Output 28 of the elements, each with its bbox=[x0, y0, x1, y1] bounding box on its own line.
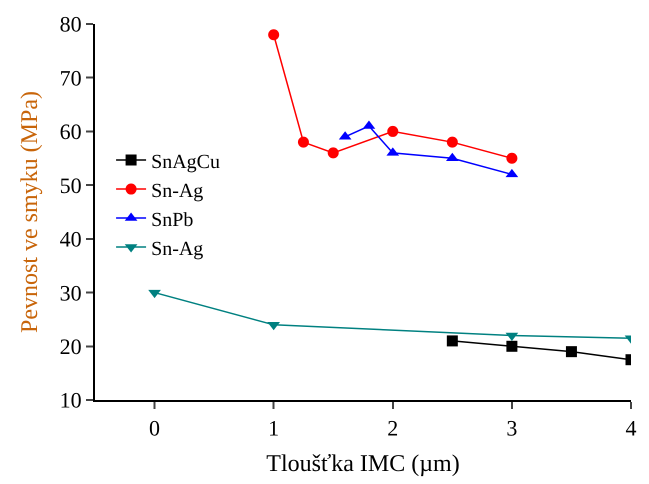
point bbox=[506, 152, 518, 164]
x-axis-title: Tloušťka IMC (µm) bbox=[266, 451, 460, 478]
x-tick-label: 1 bbox=[268, 415, 280, 440]
y-axis-title: Pevnost ve smyku (MPa) bbox=[17, 91, 44, 333]
point bbox=[446, 136, 458, 148]
legend-label: Sn-Ag bbox=[151, 180, 204, 202]
y-tick-label: 10 bbox=[60, 388, 82, 413]
y-tick-label: 40 bbox=[60, 226, 82, 252]
y-tick-label: 20 bbox=[60, 334, 82, 359]
x-tick-label: 4 bbox=[626, 415, 636, 440]
legend-label: Sn-Ag bbox=[151, 238, 204, 260]
y-tick-label: 30 bbox=[60, 280, 82, 306]
x-tick-label: 0 bbox=[149, 415, 160, 440]
y-tick-label: 80 bbox=[60, 12, 82, 37]
point bbox=[566, 346, 577, 358]
legend-label: SnAgCu bbox=[151, 150, 220, 173]
legend-label: SnPb bbox=[151, 208, 194, 231]
point bbox=[387, 126, 398, 137]
x-tick-label: 2 bbox=[387, 415, 398, 440]
point bbox=[298, 136, 309, 148]
point bbox=[268, 29, 280, 40]
point bbox=[328, 147, 339, 158]
x-tick-label: 3 bbox=[506, 415, 518, 440]
point bbox=[506, 340, 518, 352]
y-tick-label: 60 bbox=[60, 119, 82, 144]
y-tick-label: 50 bbox=[60, 172, 82, 198]
y-tick-label: 70 bbox=[60, 65, 82, 90]
point bbox=[446, 335, 458, 346]
